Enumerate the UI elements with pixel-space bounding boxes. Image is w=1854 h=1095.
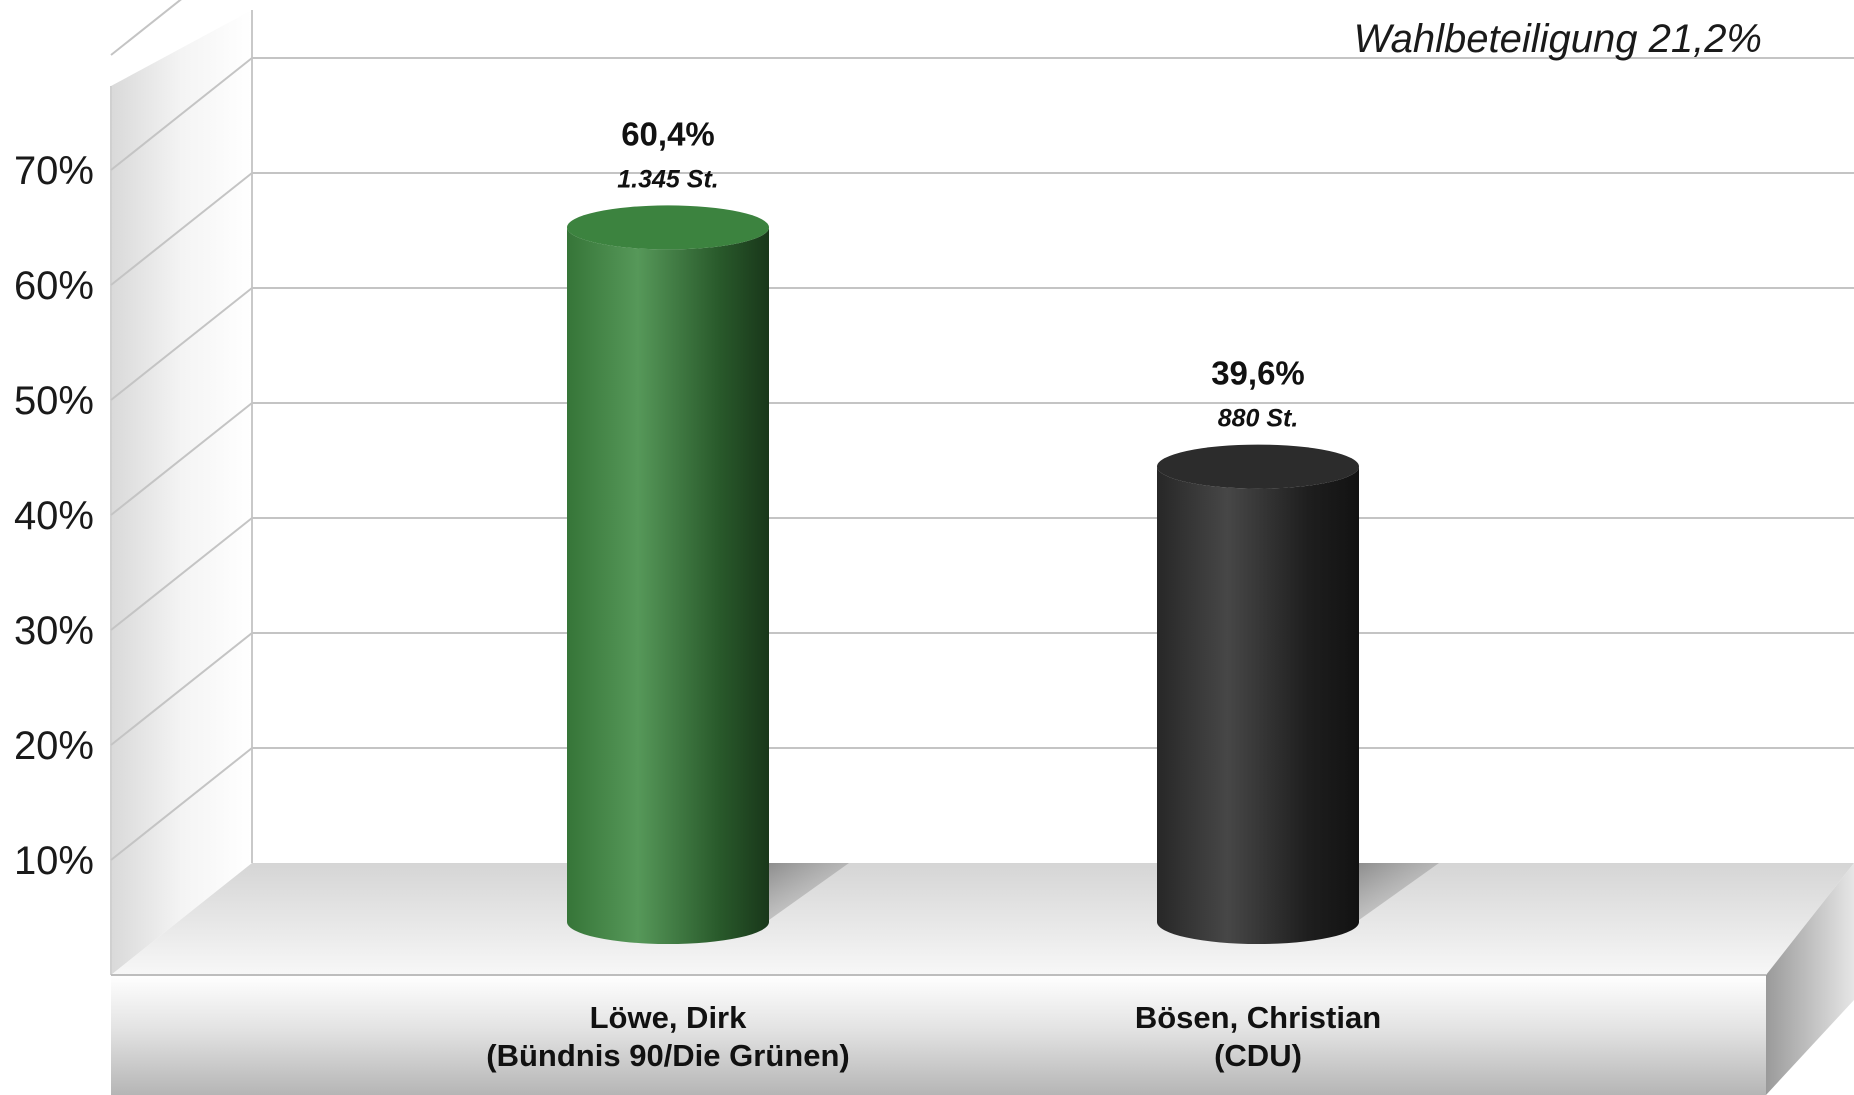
chart-frame: [110, 0, 1854, 1095]
category-name-label: Löwe, Dirk: [590, 1000, 748, 1035]
y-tick-label: 30%: [14, 609, 94, 653]
category-party-label: (CDU): [1214, 1038, 1302, 1073]
category-name-label: Bösen, Christian: [1135, 1000, 1381, 1035]
bar-votes-label: 1.345 St.: [617, 165, 718, 193]
turnout-annotation: Wahlbeteiligung 21,2%: [1354, 17, 1762, 61]
gridline-side: [110, 57, 253, 171]
bar-shadow: [1349, 863, 1439, 920]
category-party-label: (Bündnis 90/Die Grünen): [486, 1038, 849, 1073]
category-labels: Löwe, Dirk(Bündnis 90/Die Grünen) Bösen, …: [486, 1000, 1381, 1073]
y-tick-label: 20%: [14, 724, 94, 768]
back-wall: [252, 10, 1854, 863]
y-tick-label: 60%: [14, 264, 94, 308]
bar-value-label: 39,6%: [1211, 355, 1305, 392]
base-side: [1766, 863, 1854, 1095]
bar-2: [1157, 466, 1359, 944]
y-tick-label: 10%: [14, 839, 94, 883]
bar-labels: 60,4% 1.345 St. 39,6% 880 St.: [617, 115, 1305, 432]
bar-top-cap: [1157, 444, 1359, 489]
y-tick-label: 70%: [14, 149, 94, 193]
bar-top-cap: [567, 205, 769, 250]
base-front: [111, 975, 1766, 1095]
bar-votes-label: 880 St.: [1218, 405, 1299, 433]
y-axis: 10% 20% 30% 40% 50% 60% 70%: [14, 149, 94, 883]
gridline-side: [110, 0, 182, 56]
floor: [111, 863, 1854, 975]
gridline-side: [110, 632, 253, 746]
y-tick-label: 50%: [14, 379, 94, 423]
gridline-side: [110, 172, 253, 286]
y-tick-label: 40%: [14, 494, 94, 538]
gridline-side: [110, 287, 253, 401]
gridline-side: [110, 747, 253, 861]
gridlines: [110, 0, 1854, 861]
gridline-side: [110, 402, 253, 516]
bars: [567, 205, 1439, 944]
gridline-side: [110, 517, 253, 631]
bar-shadow: [759, 863, 849, 920]
bar-1: [567, 227, 769, 944]
left-wall: [111, 10, 252, 975]
bar-value-label: 60,4%: [621, 115, 715, 152]
